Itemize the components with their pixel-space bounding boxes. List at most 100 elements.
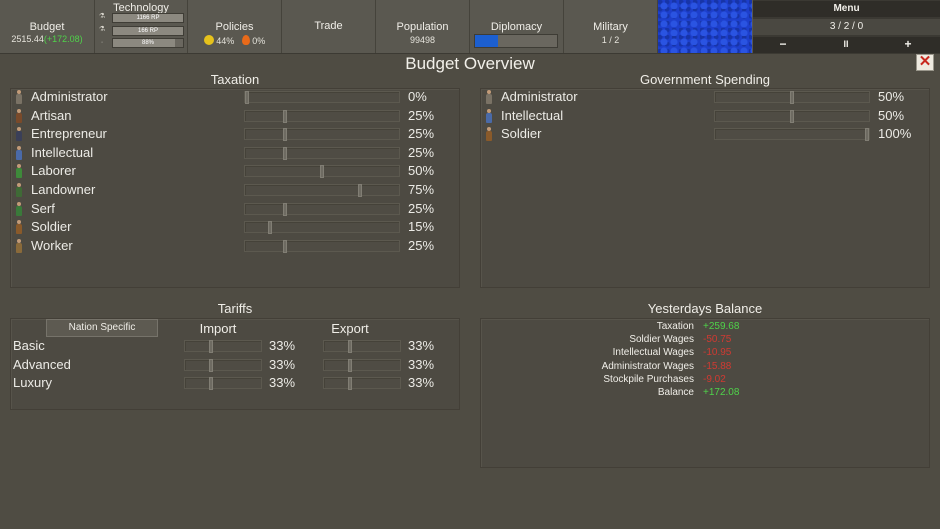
rate-slider[interactable] bbox=[244, 221, 400, 235]
menu-button[interactable]: Menu bbox=[753, 1, 940, 17]
slider-thumb[interactable] bbox=[358, 184, 362, 197]
slider-thumb[interactable] bbox=[865, 128, 869, 142]
balance-label: Balance bbox=[657, 387, 694, 398]
pop-icon-body bbox=[486, 94, 492, 104]
pop-label: Administrator bbox=[501, 89, 578, 104]
export-tariff-value: 33% bbox=[408, 356, 435, 372]
import-tariff-value: 33% bbox=[269, 356, 296, 372]
taxation-title: Taxation bbox=[210, 72, 260, 87]
pop-icon-head bbox=[17, 220, 21, 225]
slider-thumb[interactable] bbox=[283, 109, 287, 123]
pop-row: Soldier 15% bbox=[10, 218, 450, 236]
pop-label: Administrator bbox=[31, 89, 108, 104]
pause-button[interactable]: II bbox=[843, 39, 849, 49]
rate-slider[interactable] bbox=[244, 184, 400, 197]
population-value: 99498 bbox=[409, 35, 436, 45]
slider-thumb[interactable] bbox=[283, 239, 287, 253]
trade-tab[interactable]: Trade bbox=[282, 0, 376, 53]
rate-slider[interactable] bbox=[244, 128, 400, 142]
rate-slider[interactable] bbox=[244, 109, 400, 123]
slider-thumb[interactable] bbox=[790, 91, 794, 104]
slider-thumb[interactable] bbox=[320, 165, 324, 179]
slider-thumb[interactable] bbox=[348, 358, 352, 372]
rate-slider[interactable] bbox=[244, 165, 400, 179]
pop-type-icon bbox=[15, 90, 23, 104]
balance-label: Administrator Wages bbox=[601, 360, 694, 372]
game-date: 3 / 2 / 0 bbox=[753, 19, 940, 35]
slider-thumb[interactable] bbox=[283, 146, 287, 160]
import-tariff-slider[interactable] bbox=[184, 358, 262, 372]
pop-icon-head bbox=[487, 90, 491, 94]
nation-specific-button[interactable]: Nation Specific bbox=[46, 319, 158, 337]
pop-row: Administrator 0% bbox=[10, 88, 450, 106]
trade-title: Trade bbox=[314, 20, 343, 32]
rate-value: 25% bbox=[408, 200, 435, 216]
pop-label: Soldier bbox=[31, 219, 72, 235]
slider-thumb[interactable] bbox=[348, 340, 352, 353]
close-button[interactable]: ✕ bbox=[916, 54, 934, 71]
slider-thumb[interactable] bbox=[209, 377, 213, 391]
balance-row: Balance +172.08 bbox=[480, 386, 940, 399]
pop-label: Laborer bbox=[31, 163, 76, 179]
research-progress-fill bbox=[113, 39, 175, 47]
rate-slider[interactable] bbox=[244, 239, 400, 253]
minimap[interactable] bbox=[658, 0, 752, 53]
speed-increase-button[interactable]: + bbox=[904, 37, 912, 51]
import-tariff-slider[interactable] bbox=[184, 340, 262, 353]
speed-decrease-button[interactable]: − bbox=[779, 37, 787, 51]
pop-type-icon bbox=[15, 108, 23, 123]
rate-value: 25% bbox=[408, 126, 435, 142]
balance-panel bbox=[480, 318, 930, 468]
tariff-label: Basic bbox=[13, 338, 45, 353]
research-bar-1: 1166 RP bbox=[112, 13, 184, 23]
military-value: 1 / 2 bbox=[601, 35, 620, 45]
rate-slider[interactable] bbox=[244, 91, 400, 104]
slider-thumb[interactable] bbox=[245, 91, 249, 104]
rate-value: 75% bbox=[408, 182, 435, 197]
pop-label: Entrepreneur bbox=[31, 126, 107, 142]
pop-icon-head bbox=[487, 108, 491, 113]
diplomacy-tab[interactable]: Diplomacy bbox=[470, 0, 564, 53]
happiness-value: 44% bbox=[216, 36, 235, 46]
balance-value: -10.95 bbox=[703, 347, 732, 359]
rate-value: 50% bbox=[878, 107, 905, 123]
slider-thumb[interactable] bbox=[209, 358, 213, 372]
pop-type-icon bbox=[15, 183, 23, 197]
military-tab[interactable]: Military 1 / 2 bbox=[564, 0, 658, 53]
rate-slider[interactable] bbox=[714, 109, 870, 123]
slider-thumb[interactable] bbox=[268, 221, 272, 235]
speed-controls: − II + bbox=[753, 37, 940, 53]
rate-slider[interactable] bbox=[714, 128, 870, 142]
pop-row: Landowner 75% bbox=[10, 181, 450, 199]
rate-slider[interactable] bbox=[714, 91, 870, 104]
pop-row: Administrator 50% bbox=[480, 88, 920, 106]
pop-icon-body bbox=[16, 242, 22, 253]
unrest-value: 0% bbox=[252, 36, 266, 46]
export-tariff-slider[interactable] bbox=[323, 377, 401, 391]
import-tariff-slider[interactable] bbox=[184, 377, 262, 391]
technology-tab[interactable]: Technology ⚗ 1166 RP ⚗ 166 RP · 88% bbox=[95, 0, 188, 53]
rate-slider[interactable] bbox=[244, 146, 400, 160]
balance-value: -9.02 bbox=[703, 373, 726, 385]
pop-type-icon bbox=[485, 108, 493, 123]
slider-thumb[interactable] bbox=[283, 202, 287, 216]
export-tariff-value: 33% bbox=[408, 375, 435, 391]
research-bar-2: 166 RP bbox=[112, 26, 184, 36]
balance-row: Taxation +259.68 bbox=[480, 320, 940, 333]
slider-thumb[interactable] bbox=[283, 128, 287, 142]
pop-icon-body bbox=[16, 131, 22, 142]
export-tariff-slider[interactable] bbox=[323, 340, 401, 353]
slider-thumb[interactable] bbox=[348, 377, 352, 391]
pop-icon-head bbox=[17, 127, 21, 132]
tariff-label: Luxury bbox=[13, 375, 53, 391]
export-tariff-slider[interactable] bbox=[323, 358, 401, 372]
top-bar: Budget 2515.44(+172.08) Technology ⚗ 116… bbox=[0, 0, 940, 54]
rate-slider[interactable] bbox=[244, 202, 400, 216]
slider-thumb[interactable] bbox=[209, 340, 213, 353]
budget-amount: 2515.44 bbox=[11, 34, 44, 44]
slider-thumb[interactable] bbox=[790, 109, 794, 123]
budget-tab[interactable]: Budget 2515.44(+172.08) bbox=[0, 0, 95, 53]
population-tab[interactable]: Population 99498 bbox=[376, 0, 470, 53]
balance-row: Administrator Wages -15.88 bbox=[480, 360, 940, 373]
policies-tab[interactable]: Policies 44% 0% bbox=[188, 0, 282, 53]
